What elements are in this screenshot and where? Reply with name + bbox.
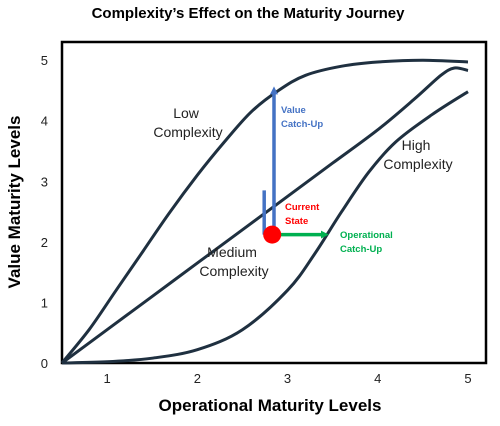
x-axis-ticks: 1 2 3 4 5 (103, 371, 471, 386)
medium-complexity-curve (61, 66, 469, 365)
high-complexity-line-2: Complexity (383, 156, 452, 172)
y-tick-label: 3 (41, 174, 48, 189)
medium-complexity-label: Medium Complexity (199, 244, 268, 279)
x-tick-label: 2 (194, 371, 201, 386)
x-tick-label: 5 (464, 371, 471, 386)
value-catch-up-line-1: Value (281, 105, 306, 116)
current-state-line-2: State (285, 216, 308, 227)
x-tick-label: 3 (284, 371, 291, 386)
high-complexity-curve (61, 90, 469, 365)
value-catch-up-line-2: Catch-Up (281, 119, 323, 130)
medium-complexity-line-1: Medium (207, 244, 257, 260)
y-tick-label: 1 (41, 295, 48, 310)
low-complexity-line-2: Complexity (153, 124, 222, 140)
chart-title: Complexity’s Effect on the Maturity Jour… (92, 5, 405, 22)
operational-catch-up-label: Operational Catch-Up (340, 230, 395, 255)
high-complexity-line-1: High (402, 137, 431, 153)
current-state-label: Current State (285, 202, 322, 227)
operational-catch-up-line-1: Operational (340, 230, 393, 241)
y-tick-label: 0 (41, 356, 48, 371)
x-axis-label: Operational Maturity Levels (159, 396, 382, 415)
x-tick-label: 4 (374, 371, 381, 386)
y-axis-ticks: 0 1 2 3 4 5 (41, 53, 48, 371)
y-tick-label: 4 (41, 114, 48, 129)
operational-catch-up-line-2: Catch-Up (340, 244, 382, 255)
plot-frame (60, 40, 488, 365)
x-tick-label: 1 (103, 371, 110, 386)
y-axis-label: Value Maturity Levels (5, 116, 24, 289)
low-complexity-line-1: Low (173, 105, 200, 121)
medium-complexity-line-2: Complexity (199, 263, 268, 279)
low-complexity-label: Low Complexity (153, 105, 222, 140)
value-catch-up-label: Value Catch-Up (281, 105, 323, 130)
current-state-line-1: Current (285, 202, 320, 213)
low-complexity-curve (60, 58, 469, 364)
high-complexity-label: High Complexity (383, 137, 452, 172)
y-tick-label: 2 (41, 235, 48, 250)
y-tick-label: 5 (41, 53, 48, 68)
curves-layer (60, 58, 469, 365)
current-state-marker (263, 225, 282, 244)
